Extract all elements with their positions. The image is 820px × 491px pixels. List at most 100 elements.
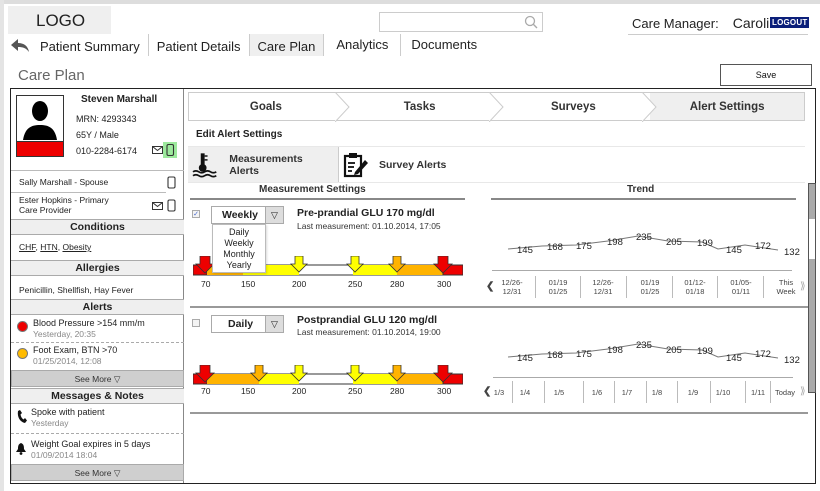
step-surveys[interactable]: Surveys xyxy=(497,92,657,122)
email-icon[interactable] xyxy=(152,146,163,154)
step-tasks[interactable]: Tasks xyxy=(343,92,504,122)
x-label: 12/26- 12/31 xyxy=(501,278,523,296)
x-label: 01/19 01/25 xyxy=(640,278,660,296)
alert-title: Foot Exam, BTN >70 xyxy=(33,345,118,355)
trend-value: 175 xyxy=(576,349,592,360)
tab-care-plan[interactable]: Care Plan xyxy=(249,34,325,56)
save-button[interactable]: Save xyxy=(720,64,812,86)
frequency-select[interactable]: Weekly ▽ xyxy=(211,206,284,224)
dropdown-option[interactable]: Monthly xyxy=(223,249,255,259)
frequency-value: Daily xyxy=(228,318,254,330)
care-manager: Care Manager: Caroline xyxy=(632,15,785,31)
tab-patient-summary[interactable]: Patient Summary xyxy=(4,34,149,56)
alerts-see-more-button[interactable]: See More ▽ xyxy=(11,370,184,387)
divider xyxy=(11,170,184,171)
x-label: 1/6 xyxy=(591,388,603,397)
step-alert-settings[interactable]: Alert Settings xyxy=(650,93,804,120)
step-goals[interactable]: Goals xyxy=(189,92,350,122)
trend-value: 172 xyxy=(755,241,771,252)
row-divider xyxy=(190,412,808,414)
bell-icon xyxy=(16,443,26,455)
x-label: 1/3 xyxy=(493,388,505,397)
condition-link[interactable]: HTN xyxy=(40,242,58,252)
x-separator xyxy=(677,381,678,403)
contact-line: Care Provider xyxy=(19,205,72,215)
step-label: Surveys xyxy=(550,101,596,113)
thermometer-water-icon xyxy=(192,152,217,178)
x-label: 01/19 01/25 xyxy=(548,278,568,296)
trend-prev-icon[interactable]: ❮ xyxy=(483,386,492,397)
trend-next-icon[interactable]: ⟫ xyxy=(800,281,806,292)
trend-axis xyxy=(493,377,793,378)
condition-link[interactable]: Obesity xyxy=(62,242,92,252)
trend-next-icon[interactable]: ⟫ xyxy=(800,386,806,397)
scrollbar-gap xyxy=(809,219,815,259)
email-icon[interactable] xyxy=(152,202,163,210)
measurement-title: Postprandial GLU 120 mg/dl xyxy=(297,314,438,326)
divider xyxy=(11,342,184,343)
step-label: Tasks xyxy=(403,101,436,113)
conditions-header: Conditions xyxy=(11,219,184,235)
dropdown-option[interactable]: Daily xyxy=(228,227,249,237)
care-manager-label: Care Manager: xyxy=(632,16,719,31)
tab-analytics[interactable]: Analytics xyxy=(324,34,402,56)
row-enable-checkbox[interactable]: ✓ xyxy=(192,210,200,218)
logout-button[interactable]: LOGOUT xyxy=(770,17,810,28)
x-separator xyxy=(544,381,545,403)
mobile-phone-icon[interactable] xyxy=(167,176,176,189)
last-measurement: Last measurement: 01.10.2014, 19:00 xyxy=(297,327,441,337)
trend-value: 145 xyxy=(517,245,533,256)
threshold-label: 300 xyxy=(437,386,452,396)
alert-type-tabs: Measurements Alerts Survey Alerts xyxy=(188,147,452,182)
dropdown-option[interactable]: Weekly xyxy=(224,238,254,248)
search-icon[interactable] xyxy=(524,15,538,29)
alert-item[interactable]: Foot Exam, BTN >70 01/25/2014, 12:08 xyxy=(11,345,184,369)
contact-provider: Ester Hopkins - Primary Care Provider xyxy=(19,195,109,215)
patient-age-sex: 65Y / Male xyxy=(76,130,119,140)
dropdown-option[interactable]: Yearly xyxy=(226,260,252,270)
frequency-select[interactable]: Daily ▽ xyxy=(211,315,284,333)
row-divider xyxy=(190,306,808,308)
x-label: 01/12- 01/18 xyxy=(684,278,706,296)
mobile-phone-button[interactable] xyxy=(163,142,177,158)
alert-item[interactable]: Blood Pressure >154 mm/m Yesterday, 20:3… xyxy=(11,318,184,342)
trend-prev-icon[interactable]: ❮ xyxy=(486,281,495,292)
logo: LOGO xyxy=(8,6,111,34)
messages-see-more-button[interactable]: See More ▽ xyxy=(11,464,184,481)
x-separator xyxy=(512,381,513,403)
mobile-phone-icon[interactable] xyxy=(167,199,176,212)
dropdown-arrow-icon[interactable]: ▽ xyxy=(265,315,284,333)
message-item[interactable]: Spoke with patient Yesterday xyxy=(11,407,184,431)
chevron-right-icon xyxy=(488,92,504,122)
threshold-range-bar[interactable] xyxy=(193,365,463,387)
tab-label: Documents xyxy=(411,37,478,52)
row-enable-checkbox[interactable] xyxy=(192,319,200,327)
x-separator xyxy=(580,276,581,298)
contact-spouse: Sally Marshall - Spouse xyxy=(19,177,109,187)
x-label: 1/8 xyxy=(651,388,663,397)
step-label: Alert Settings xyxy=(689,101,765,113)
person-silhouette-icon xyxy=(23,101,57,140)
x-label: 12/26- 12/31 xyxy=(592,278,614,296)
tab-measurements-alerts[interactable]: Measurements Alerts xyxy=(188,147,339,182)
x-label: Today xyxy=(774,388,795,397)
tab-patient-details[interactable]: Patient Details xyxy=(149,34,250,56)
vertical-scrollbar[interactable] xyxy=(808,183,816,393)
tab-documents[interactable]: Documents xyxy=(401,34,487,56)
dropdown-arrow-icon[interactable]: ▽ xyxy=(265,206,284,224)
x-separator xyxy=(770,381,771,403)
x-separator xyxy=(717,276,718,298)
patient-mrn: MRN: 4293343 xyxy=(76,114,137,124)
threshold-label: 280 xyxy=(390,386,405,396)
x-separator xyxy=(672,276,673,298)
patient-sidebar: Steven Marshall MRN: 4293343 65Y / Male … xyxy=(11,89,184,483)
tab-survey-alerts[interactable]: Survey Alerts xyxy=(339,147,452,182)
x-label: 1/7 xyxy=(621,388,633,397)
tab-label: Patient Summary xyxy=(40,38,140,54)
trend-value: 198 xyxy=(607,237,623,248)
back-arrow-icon[interactable] xyxy=(10,39,30,53)
search-input[interactable] xyxy=(379,12,543,32)
threshold-label: 150 xyxy=(241,386,256,396)
condition-link[interactable]: CHF xyxy=(19,242,36,252)
message-item[interactable]: Weight Goal expires in 5 days 01/09/2014… xyxy=(11,439,184,463)
